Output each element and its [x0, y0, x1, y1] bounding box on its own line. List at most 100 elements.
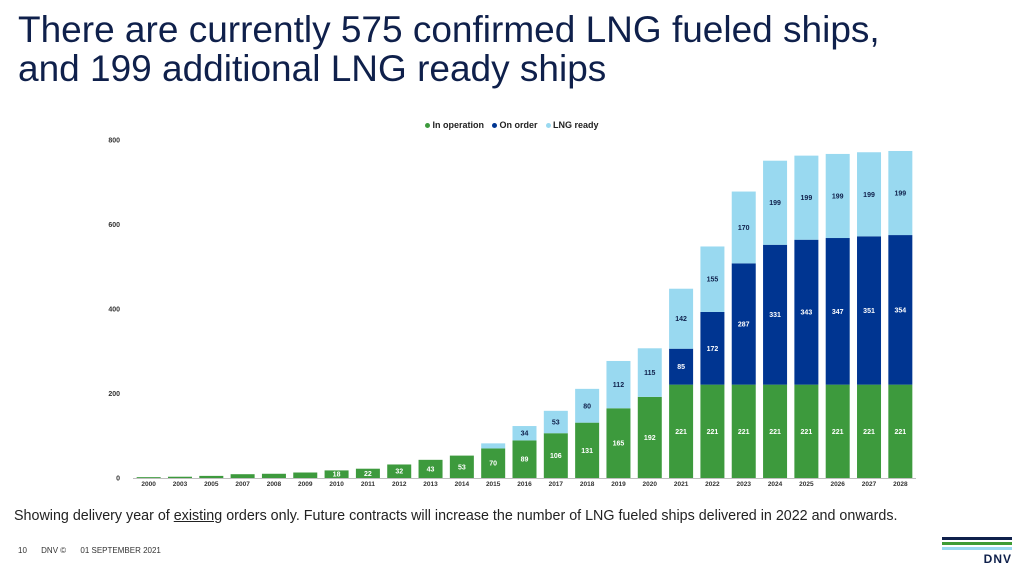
data-label: 199 [801, 195, 813, 202]
data-label: 115 [644, 370, 655, 377]
data-label: 221 [769, 429, 781, 436]
bar-segment-in-operation [575, 422, 600, 478]
bar-segment-in-operation [230, 474, 255, 478]
bar-segment-in-operation [543, 433, 568, 478]
x-tick-label: 2025 [799, 481, 814, 488]
chart-legend: In operation On order LNG ready [0, 120, 1024, 130]
x-tick-label: 2024 [768, 481, 783, 488]
bar-segment-lng-ready [888, 150, 913, 236]
footer-brand: DNV © [41, 546, 67, 555]
y-tick-label: 600 [108, 222, 120, 229]
x-tick-label: 2020 [643, 481, 658, 488]
x-tick-label: 2003 [173, 481, 188, 488]
legend-label-lng-ready: LNG ready [553, 120, 599, 130]
data-label: 221 [863, 429, 875, 436]
bar-segment-lng-ready [543, 410, 568, 434]
data-label: 354 [894, 307, 906, 314]
data-label: 351 [863, 308, 875, 315]
footnote-text-start: Showing delivery year of [14, 508, 174, 524]
bar-segment-in-operation [293, 472, 318, 478]
bar-segment-in-operation [199, 475, 224, 478]
bar-segment-in-operation [857, 384, 882, 478]
bar-segment-in-operation [669, 384, 694, 478]
logo-text: DNV [983, 552, 1012, 566]
bar-segment-in-operation [324, 470, 349, 478]
x-tick-label: 2007 [235, 481, 250, 488]
bar-segment-in-operation [794, 384, 819, 478]
y-tick-label: 0 [116, 476, 120, 483]
data-label: 343 [801, 310, 813, 317]
data-label: 89 [521, 457, 529, 464]
x-tick-label: 2018 [580, 481, 595, 488]
bar-segment-on-order [700, 311, 725, 385]
legend-swatch-on-order [492, 123, 498, 129]
legend-item-lng-ready: LNG ready [546, 120, 599, 130]
legend-swatch-in-operation [425, 123, 431, 129]
bar-segment-on-order [669, 348, 694, 385]
x-tick-label: 2023 [737, 481, 752, 488]
x-tick-label: 2005 [204, 481, 219, 488]
data-label: 70 [489, 461, 497, 468]
bar-segment-in-operation [700, 384, 725, 478]
bar-segment-on-order [888, 235, 913, 385]
data-label: 53 [458, 464, 466, 471]
x-tick-label: 2014 [455, 481, 470, 488]
data-label: 331 [769, 312, 781, 319]
data-label: 287 [738, 321, 750, 328]
x-tick-label: 2016 [517, 481, 532, 488]
data-label: 18 [333, 472, 341, 479]
data-label: 34 [521, 431, 529, 438]
bar-segment-in-operation [606, 408, 631, 478]
stacked-bar-chart: 0 200 400 600 800 2000 2003 2005 2007 2008 2009 18 2… [108, 138, 916, 488]
data-label: 221 [894, 429, 906, 436]
bar-segment-in-operation [825, 384, 850, 478]
data-label: 199 [769, 200, 781, 207]
bar-segment-lng-ready [606, 360, 631, 409]
logo-stripe-green [942, 542, 1012, 545]
data-label: 165 [613, 441, 625, 448]
x-tick-label: 2011 [361, 481, 375, 488]
bar-segment-in-operation [481, 448, 506, 478]
data-label: 199 [832, 193, 844, 200]
legend-item-in-operation: In operation [425, 120, 484, 130]
data-label: 22 [364, 471, 372, 478]
data-label: 131 [581, 448, 593, 455]
data-label: 142 [675, 316, 687, 323]
page-title: There are currently 575 confirmed LNG fu… [18, 10, 1008, 88]
bar-segment-in-operation [512, 440, 537, 478]
y-tick-label: 800 [108, 138, 120, 145]
data-label: 106 [550, 453, 562, 460]
data-label: 172 [707, 346, 719, 353]
dnv-logo: DNV [942, 537, 1012, 567]
x-tick-label: 2012 [392, 481, 407, 488]
legend-item-on-order: On order [492, 120, 538, 130]
bar-segment-lng-ready [637, 348, 662, 397]
x-tick-label: 2027 [862, 481, 877, 488]
data-label: 221 [675, 429, 687, 436]
x-tick-label: 2008 [267, 481, 282, 488]
x-tick-label: 2009 [298, 481, 313, 488]
footnote: Showing delivery year of existing orders… [14, 508, 897, 524]
data-label: 221 [738, 429, 750, 436]
bar-segment-on-order [794, 239, 819, 385]
footnote-text-end: orders only. Future contracts will incre… [222, 508, 898, 524]
x-tick-label: 2019 [611, 481, 626, 488]
legend-label-on-order: On order [499, 120, 538, 130]
x-tick-label: 2022 [705, 481, 720, 488]
logo-stripe-navy [942, 537, 1012, 540]
bar-segment-on-order [857, 236, 882, 385]
data-label: 199 [894, 191, 906, 198]
x-tick-label: 2010 [329, 481, 344, 488]
bar-segment-lng-ready [857, 152, 882, 237]
data-label: 80 [583, 403, 591, 410]
bar-segment-in-operation [355, 468, 380, 478]
legend-swatch-lng-ready [546, 123, 552, 129]
logo-stripe-lightblue [942, 547, 1012, 550]
bar-segment-lng-ready [731, 191, 756, 264]
data-label: 347 [832, 309, 844, 316]
data-label: 32 [395, 469, 403, 476]
x-tick-label: 2028 [893, 481, 908, 488]
x-tick-label: 2021 [674, 481, 689, 488]
bar-segment-on-order [763, 244, 788, 385]
bar-segment-lng-ready [763, 160, 788, 245]
